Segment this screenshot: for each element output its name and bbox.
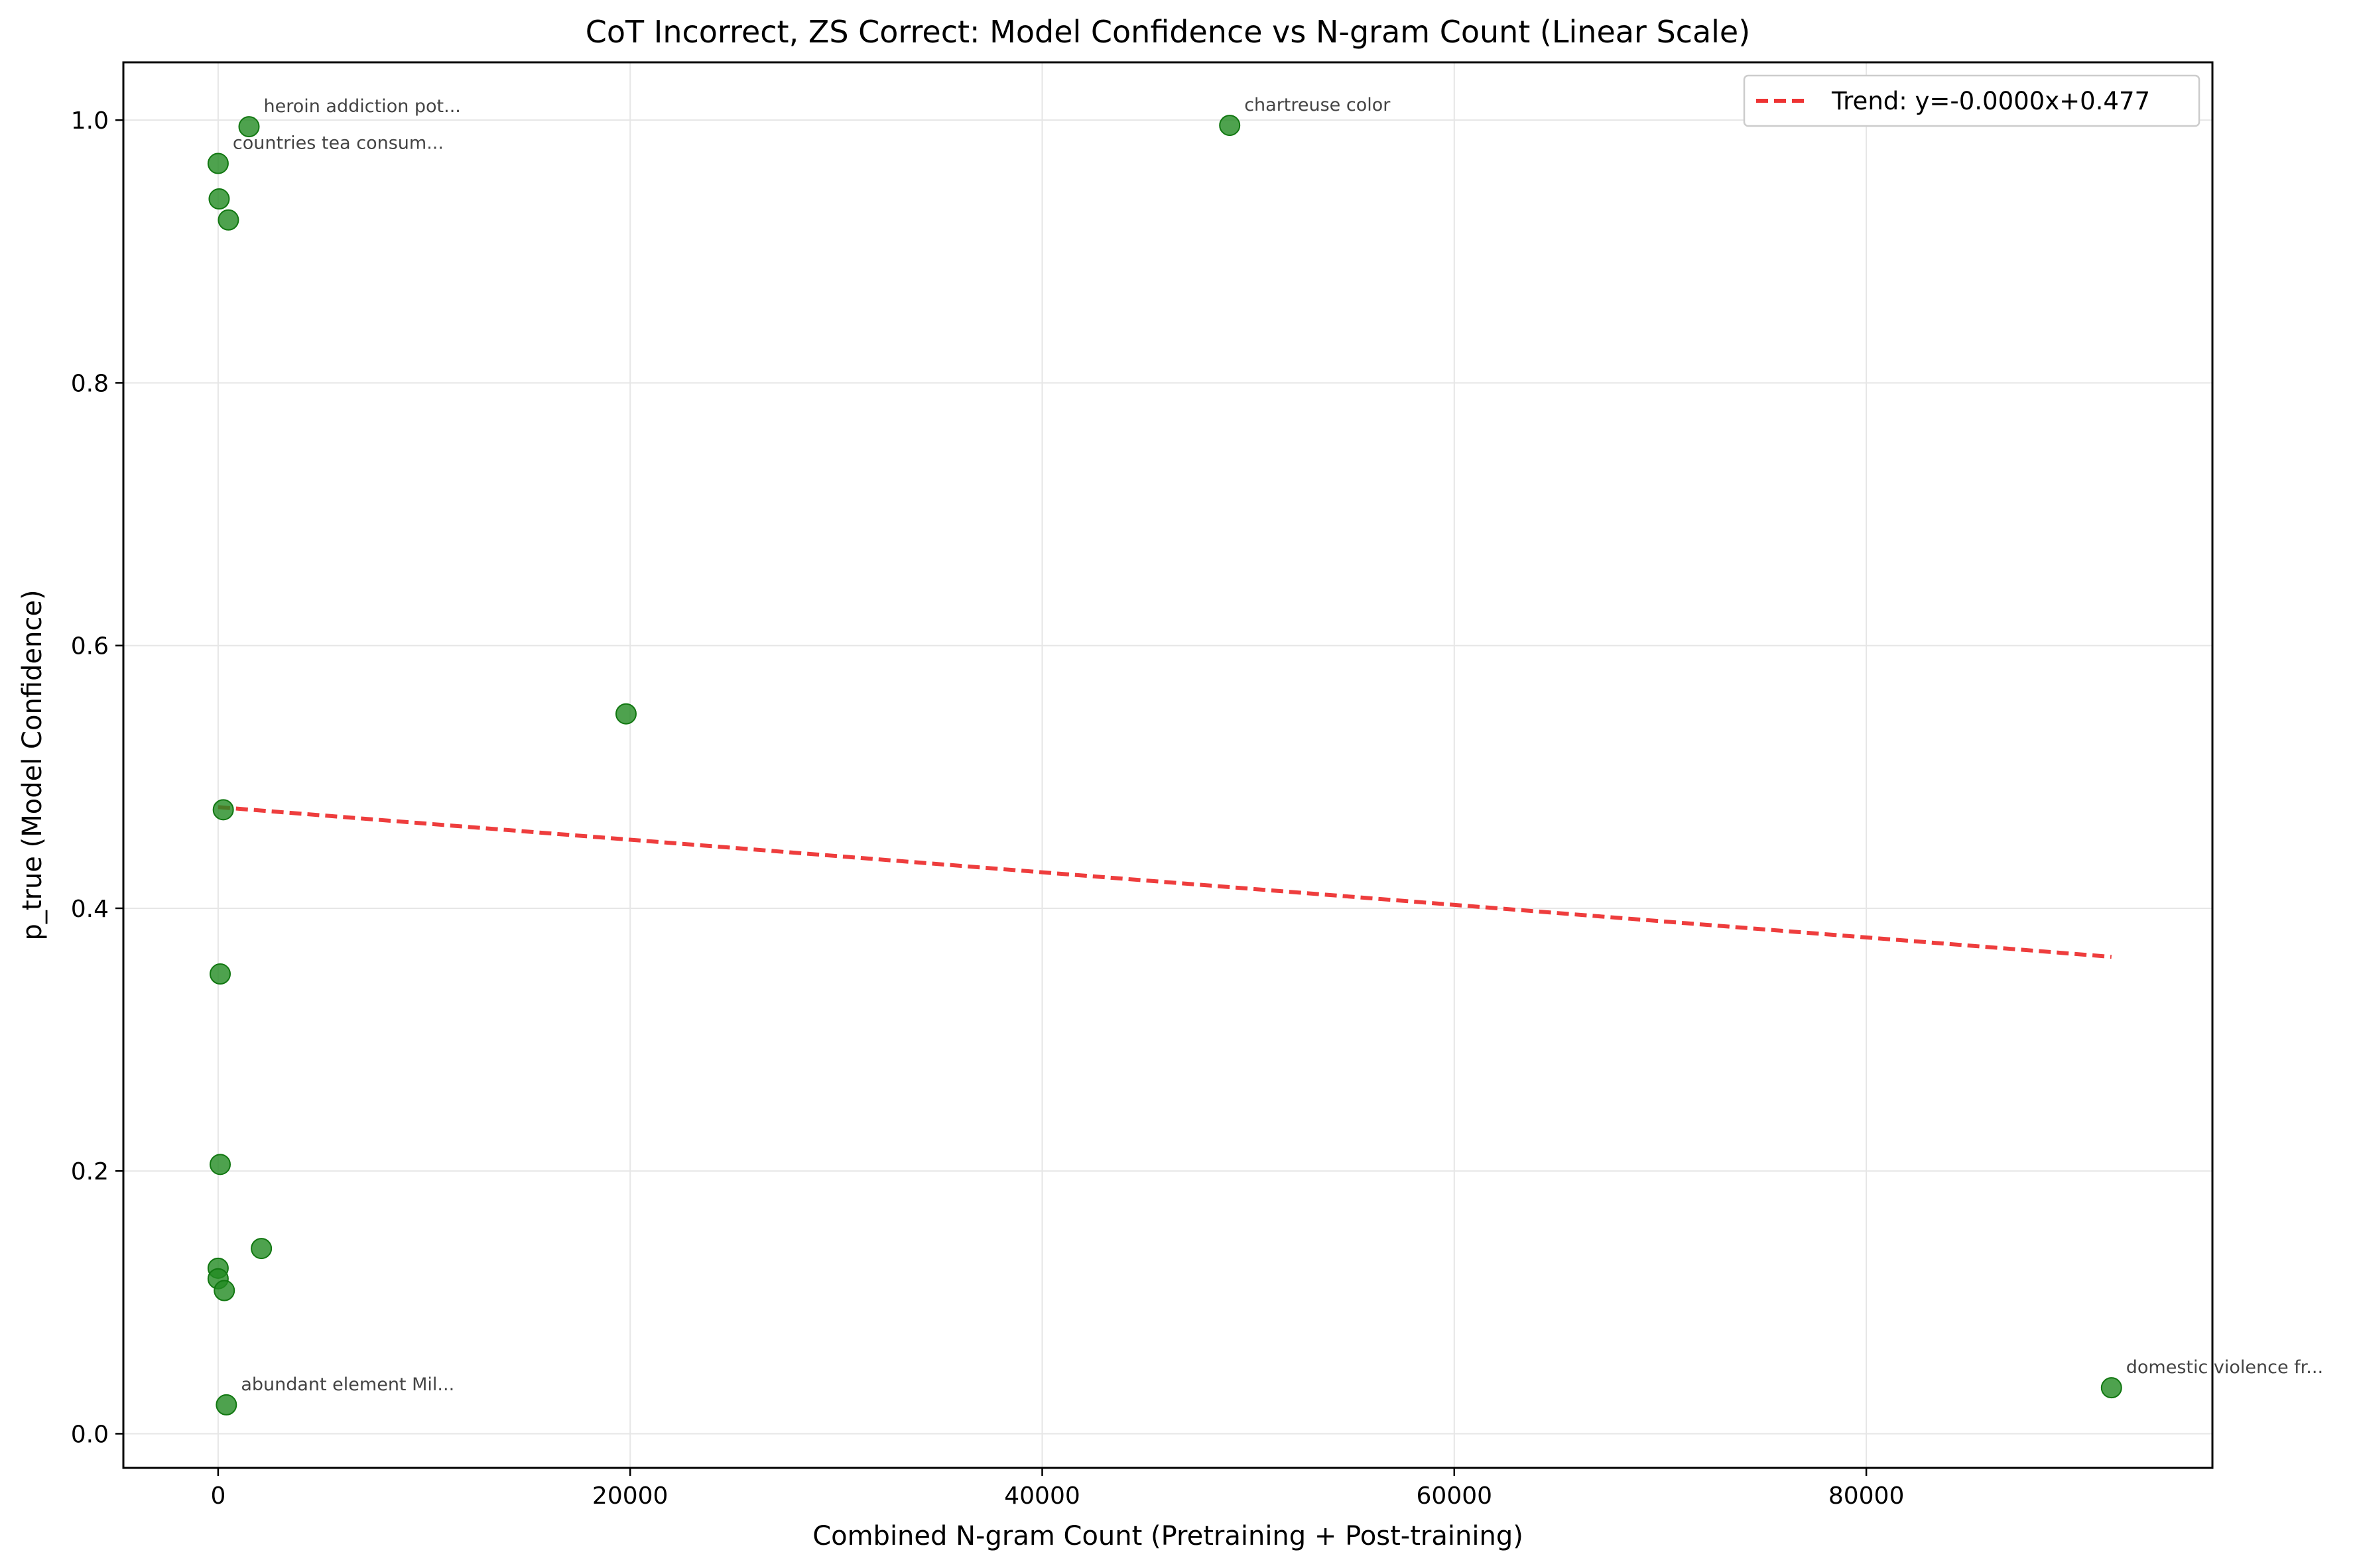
y-tick-label: 0.6: [71, 633, 109, 660]
x-axis-title: Combined N-gram Count (Pretraining + Pos…: [812, 1521, 1523, 1551]
y-tick-label: 0.4: [71, 896, 109, 923]
y-tick-label: 0.0: [71, 1421, 109, 1448]
plot-frame: [122, 61, 2214, 1469]
grid: [123, 62, 2212, 1468]
trend-layer: [218, 805, 2112, 959]
legend-trend-label: Trend: y=-0.0000x+0.477: [1831, 87, 2150, 115]
point-annotation: domestic violence fr...: [2126, 1357, 2323, 1378]
scatter-point: [238, 116, 260, 138]
scatter-point: [210, 963, 231, 985]
point-annotation: abundant element Mil...: [241, 1374, 454, 1395]
point-annotation: heroin addiction pot...: [263, 96, 460, 117]
annotations-layer: heroin addiction pot... chartreuse color c…: [233, 95, 2323, 1395]
x-tick-label: 60000: [1417, 1482, 1493, 1510]
y-tick-label: 0.2: [71, 1158, 109, 1185]
legend: Trend: y=-0.0000x+0.477: [1743, 74, 2200, 127]
points-layer: [207, 115, 2122, 1416]
y-tick-label: 1.0: [71, 107, 109, 135]
scatter-point: [210, 1154, 231, 1176]
scatter-point: [216, 1394, 237, 1416]
scatter-point: [615, 703, 637, 725]
point-annotation: countries tea consum...: [233, 133, 444, 154]
scatter-point: [1219, 115, 1241, 137]
legend-box: [1743, 74, 2200, 127]
y-axis-ticks: 0.0 0.2 0.4 0.6 0.8 1.0: [71, 107, 123, 1448]
chart-title: CoT Incorrect, ZS Correct: Model Confide…: [586, 14, 1750, 50]
x-tick-label: 40000: [1004, 1482, 1080, 1510]
x-tick-label: 20000: [592, 1482, 669, 1510]
trend-line: [218, 805, 2112, 959]
point-annotation: chartreuse color: [1244, 95, 1391, 115]
scatter-point: [212, 799, 234, 821]
scatter-point: [218, 209, 239, 231]
scatter-point: [2100, 1377, 2122, 1399]
scatter-point: [214, 1280, 235, 1301]
scatter-point: [208, 188, 230, 210]
x-tick-label: 80000: [1828, 1482, 1905, 1510]
x-axis-ticks: 0 20000 40000 60000 80000: [210, 1468, 1904, 1510]
y-tick-label: 0.8: [71, 370, 109, 397]
x-tick-label: 0: [210, 1482, 225, 1510]
y-axis-title: p_true (Model Confidence): [17, 589, 48, 940]
scatter-point: [207, 152, 229, 174]
scatter-point: [251, 1238, 273, 1260]
